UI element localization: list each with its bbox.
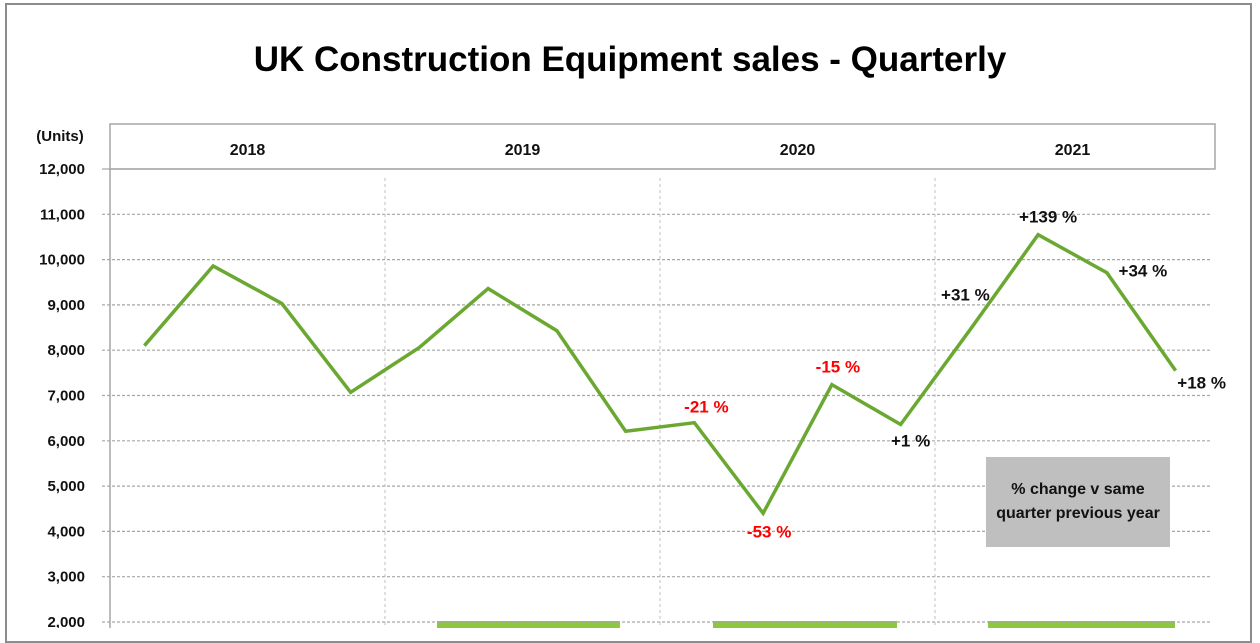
percent-change-label: -53 % (747, 522, 791, 541)
y-tick-label: 5,000 (47, 478, 85, 495)
year-header (110, 124, 1215, 169)
percent-change-label: +31 % (941, 286, 990, 305)
year-label: 2021 (1055, 142, 1091, 159)
percent-change-label: +1 % (891, 431, 930, 450)
percent-change-label: +18 % (1177, 374, 1226, 393)
y-axis-label: (Units) (36, 128, 84, 145)
percent-change-label: +34 % (1119, 262, 1168, 281)
percent-change-label: -21 % (684, 398, 728, 417)
y-tick-label: 11,000 (40, 206, 85, 223)
y-tick-label: 7,000 (47, 388, 85, 405)
percent-change-label: -15 % (816, 358, 860, 377)
y-tick-label: 6,000 (47, 433, 85, 450)
year-label: 2019 (505, 142, 541, 159)
y-tick-label: 2,000 (47, 614, 85, 628)
y-tick-label: 8,000 (47, 342, 85, 359)
legend-note: % change v same quarter previous year (986, 457, 1170, 547)
y-tick-label: 4,000 (47, 523, 85, 540)
y-tick-label: 10,000 (39, 252, 85, 269)
year-label: 2018 (230, 142, 266, 159)
y-tick-label: 9,000 (47, 297, 85, 314)
bottom-bar (988, 621, 1175, 628)
y-tick-label: 12,000 (39, 161, 85, 178)
y-tick-label: 3,000 (47, 569, 85, 586)
percent-change-label: +139 % (1019, 208, 1077, 227)
year-label: 2020 (780, 142, 816, 159)
